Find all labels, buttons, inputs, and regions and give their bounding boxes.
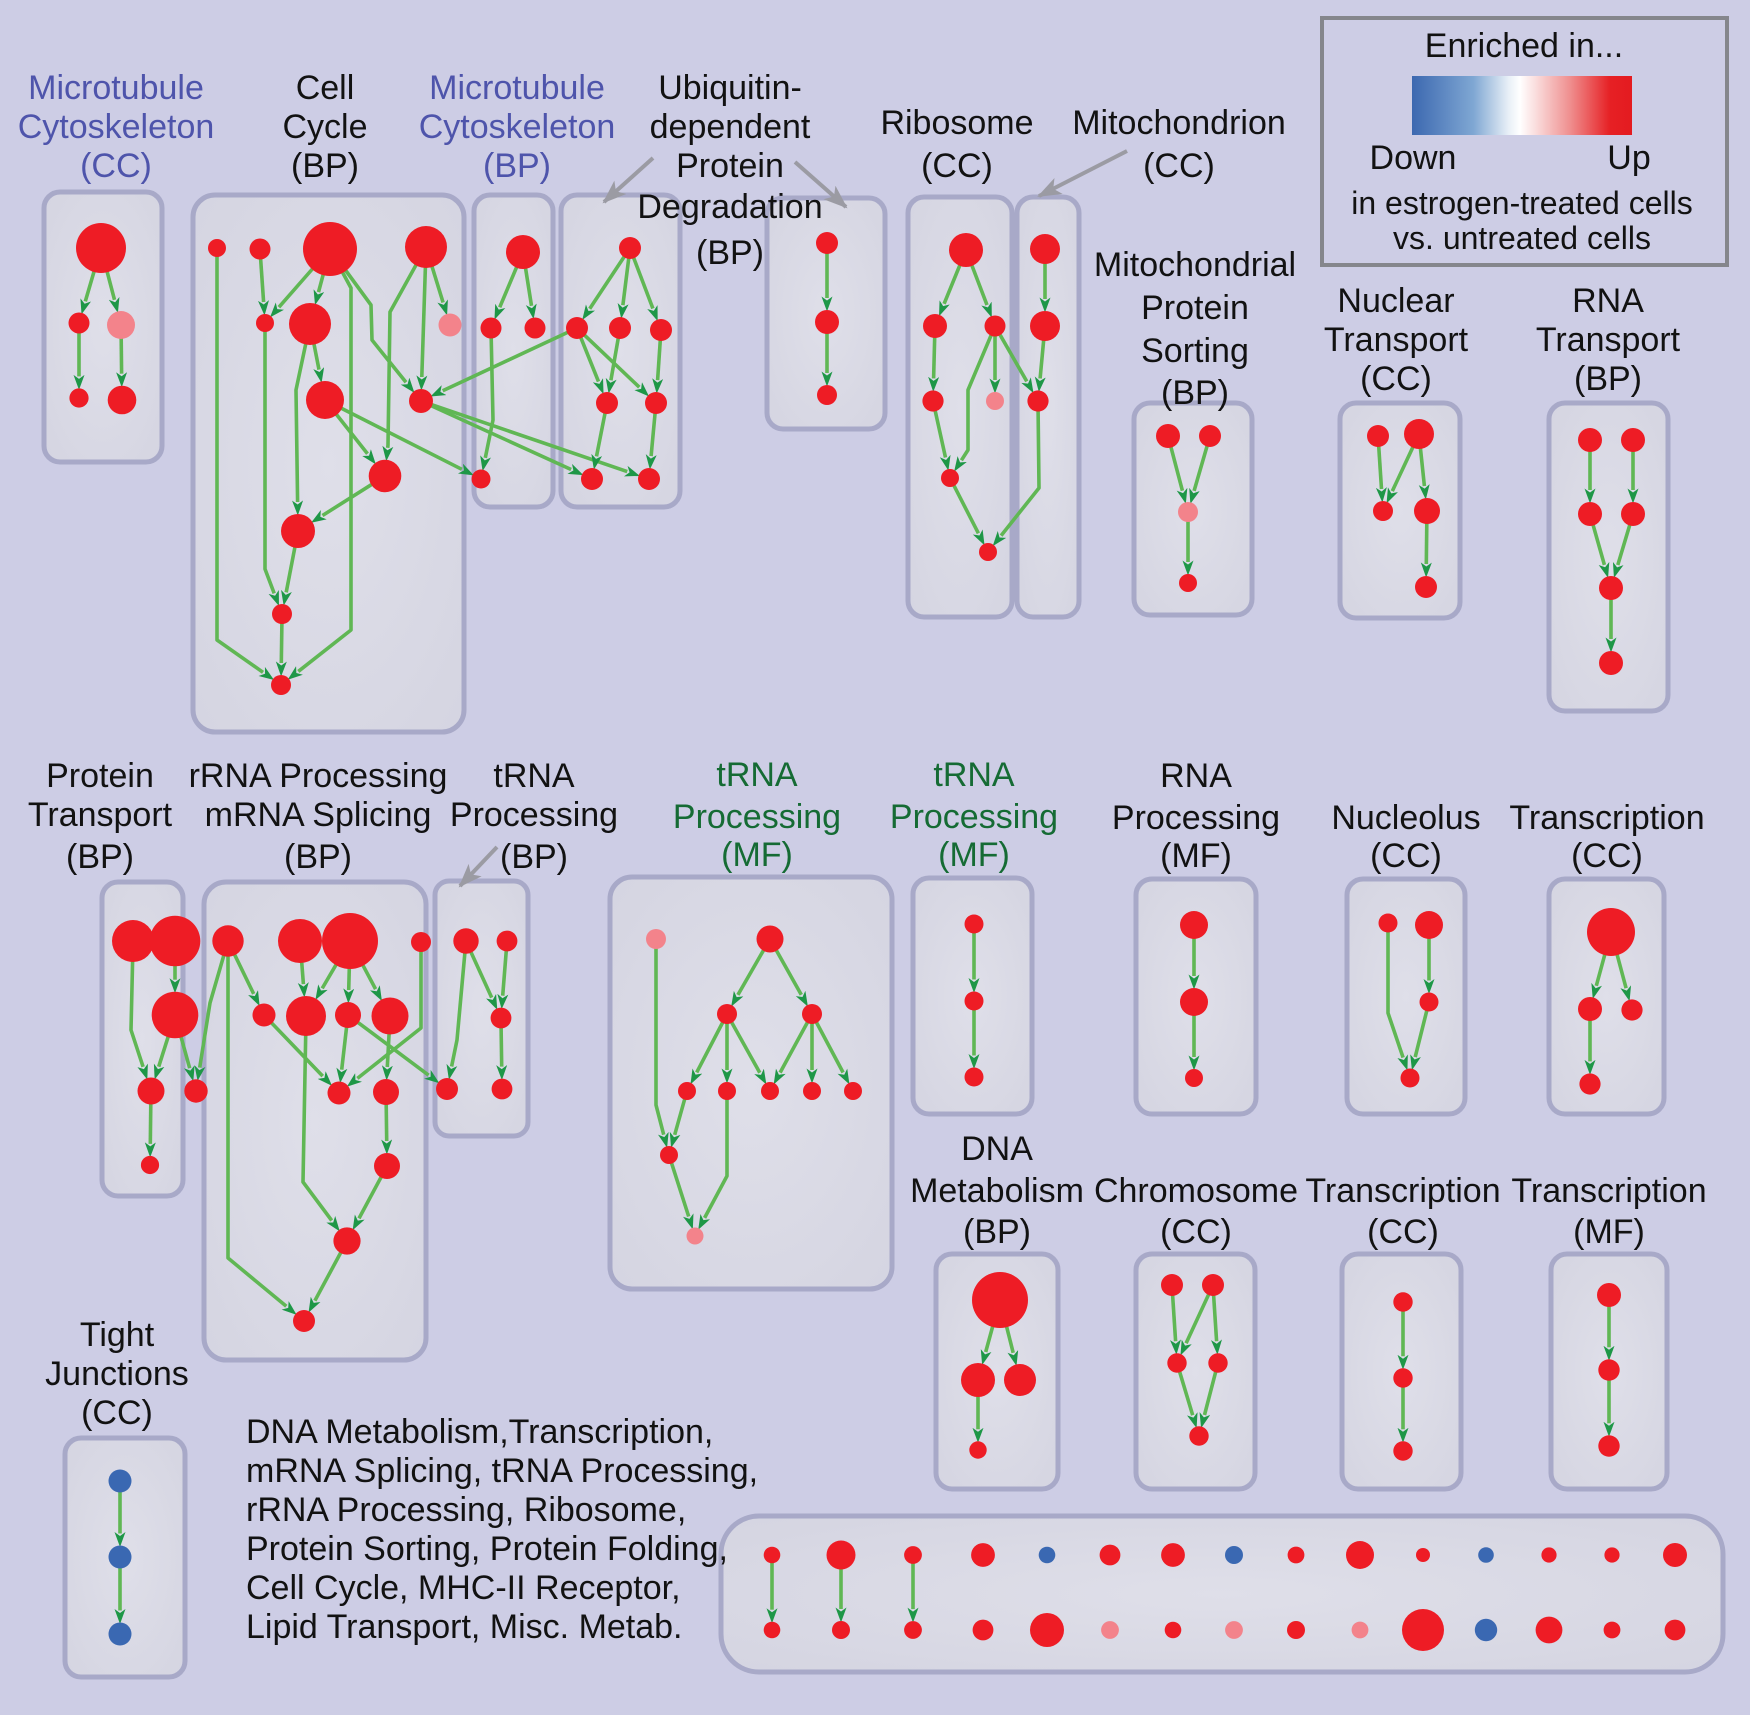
svg-text:Protein: Protein — [676, 147, 784, 185]
svg-text:rRNA Processing: rRNA Processing — [189, 757, 448, 795]
svg-text:(CC): (CC) — [80, 147, 152, 185]
svg-text:Cytoskeleton: Cytoskeleton — [18, 108, 215, 146]
svg-text:RNA: RNA — [1572, 282, 1644, 320]
svg-text:Mitochondrial: Mitochondrial — [1094, 246, 1296, 284]
svg-text:Ubiquitin-: Ubiquitin- — [658, 69, 802, 107]
svg-text:Ribosome: Ribosome — [880, 104, 1033, 142]
svg-text:Mitochondrion: Mitochondrion — [1072, 104, 1286, 142]
svg-text:Microtubule: Microtubule — [28, 69, 204, 107]
svg-text:Processing: Processing — [450, 796, 618, 834]
svg-text:rRNA Processing, Ribosome,: rRNA Processing, Ribosome, — [246, 1491, 686, 1529]
svg-text:Lipid Transport, Misc. Metab.: Lipid Transport, Misc. Metab. — [246, 1608, 683, 1646]
svg-text:tRNA: tRNA — [933, 756, 1015, 794]
svg-text:(CC): (CC) — [1367, 1213, 1439, 1251]
svg-text:Processing: Processing — [673, 798, 841, 836]
svg-text:Sorting: Sorting — [1141, 332, 1249, 370]
svg-text:RNA: RNA — [1160, 757, 1232, 795]
svg-text:Transport: Transport — [1536, 321, 1681, 359]
svg-text:Chromosome: Chromosome — [1094, 1172, 1298, 1210]
svg-text:tRNA: tRNA — [493, 757, 575, 795]
svg-text:Protein Sorting, Protein Foldi: Protein Sorting, Protein Folding, — [246, 1530, 728, 1568]
svg-text:(CC): (CC) — [1370, 837, 1442, 875]
svg-text:(BP): (BP) — [291, 147, 359, 185]
svg-text:Processing: Processing — [890, 798, 1058, 836]
svg-text:(BP): (BP) — [483, 147, 551, 185]
svg-text:Microtubule: Microtubule — [429, 69, 605, 107]
svg-text:mRNA Splicing, tRNA Processing: mRNA Splicing, tRNA Processing, — [246, 1452, 758, 1490]
svg-text:(CC): (CC) — [1571, 837, 1643, 875]
svg-text:DNA: DNA — [961, 1130, 1033, 1168]
svg-text:vs. untreated cells: vs. untreated cells — [1393, 220, 1651, 256]
svg-text:Metabolism: Metabolism — [910, 1172, 1084, 1210]
svg-text:dependent: dependent — [650, 108, 811, 146]
svg-text:Cytoskeleton: Cytoskeleton — [419, 108, 616, 146]
svg-text:(MF): (MF) — [938, 836, 1010, 874]
svg-text:Transport: Transport — [1324, 321, 1469, 359]
svg-text:(CC): (CC) — [81, 1394, 153, 1432]
svg-text:(CC): (CC) — [1143, 147, 1215, 185]
svg-text:(BP): (BP) — [66, 838, 134, 876]
svg-text:(BP): (BP) — [696, 234, 764, 272]
svg-text:Transcription: Transcription — [1305, 1172, 1500, 1210]
svg-text:Enriched in...: Enriched in... — [1425, 27, 1623, 65]
svg-text:(BP): (BP) — [963, 1213, 1031, 1251]
svg-text:Protein: Protein — [46, 757, 154, 795]
svg-text:Junctions: Junctions — [45, 1355, 189, 1393]
svg-text:Transcription: Transcription — [1511, 1172, 1706, 1210]
svg-text:(BP): (BP) — [500, 838, 568, 876]
svg-text:(MF): (MF) — [721, 836, 793, 874]
svg-text:Degradation: Degradation — [637, 188, 822, 226]
svg-text:in estrogen-treated cells: in estrogen-treated cells — [1351, 185, 1693, 221]
svg-text:(MF): (MF) — [1573, 1213, 1645, 1251]
svg-text:Down: Down — [1370, 139, 1457, 177]
svg-text:Protein: Protein — [1141, 289, 1249, 327]
svg-text:(CC): (CC) — [921, 147, 993, 185]
svg-text:Cell: Cell — [296, 69, 355, 107]
svg-text:Nucleolus: Nucleolus — [1331, 799, 1480, 837]
svg-text:(BP): (BP) — [1161, 374, 1229, 412]
svg-text:Nuclear: Nuclear — [1337, 282, 1454, 320]
svg-text:Cycle: Cycle — [282, 108, 367, 146]
svg-text:mRNA Splicing: mRNA Splicing — [205, 796, 432, 834]
svg-text:Up: Up — [1607, 139, 1650, 177]
svg-text:DNA Metabolism,Transcription,: DNA Metabolism,Transcription, — [246, 1413, 713, 1451]
svg-text:(CC): (CC) — [1160, 1213, 1232, 1251]
svg-text:Transcription: Transcription — [1509, 799, 1704, 837]
svg-text:Transport: Transport — [28, 796, 173, 834]
svg-text:Cell Cycle, MHC-II Receptor,: Cell Cycle, MHC-II Receptor, — [246, 1569, 681, 1607]
svg-text:(BP): (BP) — [284, 838, 352, 876]
svg-text:tRNA: tRNA — [716, 756, 798, 794]
svg-text:(MF): (MF) — [1160, 837, 1232, 875]
svg-text:(CC): (CC) — [1360, 360, 1432, 398]
svg-text:Tight: Tight — [80, 1316, 155, 1354]
svg-text:Processing: Processing — [1112, 799, 1280, 837]
svg-text:(BP): (BP) — [1574, 360, 1642, 398]
